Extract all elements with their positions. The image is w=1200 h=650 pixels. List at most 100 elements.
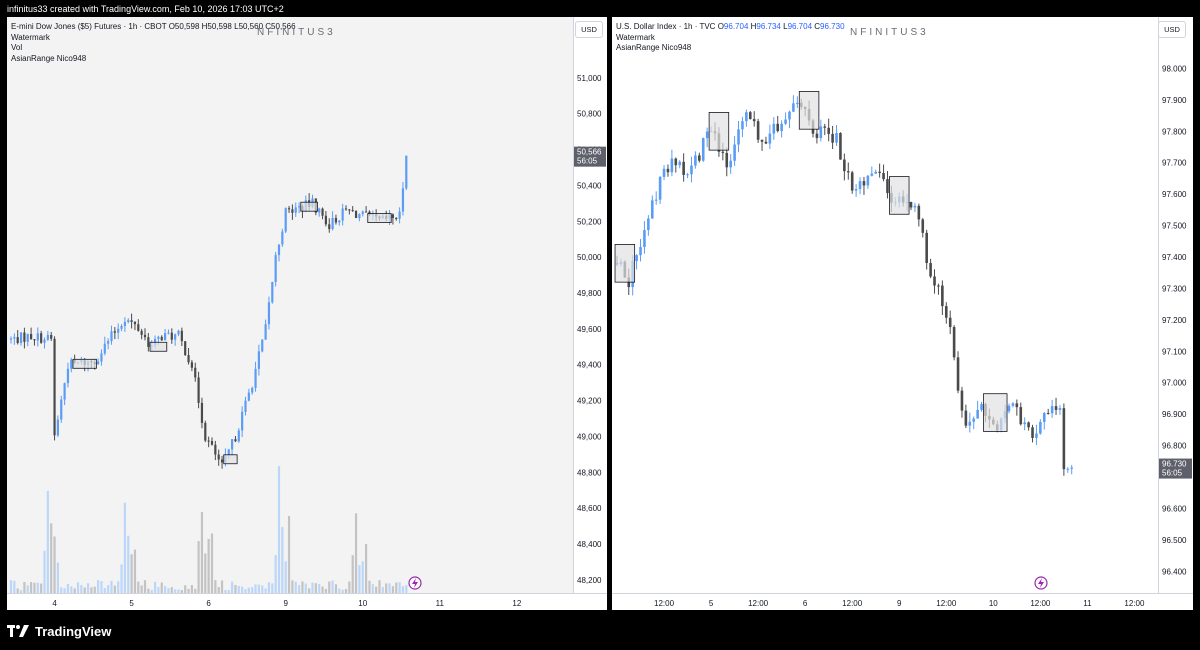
candle-body[interactable] [831, 133, 834, 143]
candle-body[interactable] [19, 332, 23, 343]
candle-body[interactable] [100, 353, 103, 362]
candle-body[interactable] [745, 112, 748, 122]
candle-body[interactable] [643, 230, 646, 248]
candle-body[interactable] [244, 400, 247, 412]
candle-body[interactable] [980, 404, 983, 410]
candle-body[interactable] [174, 334, 177, 340]
candle-body[interactable] [123, 321, 126, 327]
candle-body[interactable] [725, 152, 729, 168]
candle-body[interactable] [768, 133, 772, 144]
candle-body[interactable] [23, 332, 26, 342]
candle-body[interactable] [291, 209, 294, 213]
candle-body[interactable] [654, 199, 658, 201]
candle-body[interactable] [53, 338, 56, 436]
asian-range-box[interactable] [300, 201, 318, 212]
candle-body[interactable] [9, 338, 13, 340]
candle-body[interactable] [882, 172, 885, 180]
candle-body[interactable] [143, 334, 147, 338]
candle-body[interactable] [16, 337, 19, 343]
candle-body[interactable] [788, 111, 791, 120]
candle-body[interactable] [780, 123, 783, 132]
candle-body[interactable] [819, 126, 823, 139]
candle-body[interactable] [328, 224, 331, 230]
candle-body[interactable] [721, 151, 725, 153]
chart-panel-dow[interactable]: 51,00050,80050,60050,40050,20050,00049,8… [7, 17, 607, 610]
candle-body[interactable] [164, 333, 167, 341]
candle-body[interactable] [662, 168, 666, 177]
candle-body[interactable] [264, 324, 267, 340]
asian-range-box[interactable] [223, 454, 238, 465]
candle-body[interactable] [113, 331, 116, 333]
candle-body[interactable] [197, 377, 200, 403]
candle-body[interactable] [50, 334, 53, 339]
candle-body[interactable] [650, 200, 654, 219]
asian-range-box[interactable] [149, 341, 168, 352]
candle-body[interactable] [334, 217, 338, 223]
candle-body[interactable] [925, 232, 928, 264]
candle-body[interactable] [200, 402, 204, 423]
symbol-title[interactable]: U.S. Dollar Index · 1h · TVC [616, 22, 716, 31]
candle-body[interactable] [1031, 427, 1034, 438]
candle-body[interactable] [968, 421, 972, 426]
candle-body[interactable] [733, 144, 736, 161]
candle-body[interactable] [760, 139, 764, 142]
candle-body[interactable] [26, 334, 29, 342]
candle-body[interactable] [281, 231, 284, 245]
candle-body[interactable] [127, 320, 130, 322]
candle-body[interactable] [1042, 412, 1046, 422]
candle-body[interactable] [678, 161, 682, 166]
candle-body[interactable] [117, 328, 120, 333]
candle-body[interactable] [737, 129, 740, 145]
asian-range-box[interactable] [614, 244, 636, 283]
candle-body[interactable] [796, 102, 799, 104]
currency-button[interactable]: USD [575, 21, 603, 38]
candle-body[interactable] [944, 306, 948, 318]
candle-body[interactable] [964, 410, 968, 426]
candle-body[interactable] [698, 155, 701, 161]
candle-body[interactable] [917, 205, 921, 220]
candle-body[interactable] [1039, 421, 1042, 434]
candle-body[interactable] [682, 161, 685, 175]
candle-body[interactable] [929, 263, 932, 277]
candle-body[interactable] [368, 211, 371, 215]
candle-body[interactable] [103, 343, 106, 354]
candle-body[interactable] [251, 387, 254, 393]
candle-body[interactable] [271, 282, 274, 303]
candle-body[interactable] [784, 119, 787, 124]
candle-body[interactable] [635, 255, 638, 261]
candle-body[interactable] [843, 159, 846, 172]
symbol-title[interactable]: E-mini Dow Jones ($5) Futures · 1h · CBO… [11, 22, 167, 31]
candle-body[interactable] [1015, 403, 1019, 408]
candle-body[interactable] [257, 351, 260, 369]
candle-body[interactable] [741, 121, 744, 130]
candle-body[interactable] [43, 339, 46, 343]
candle-body[interactable] [937, 285, 940, 287]
candle-body[interactable] [160, 336, 163, 341]
candle-body[interactable] [921, 219, 925, 233]
candle-body[interactable] [694, 155, 697, 166]
candle-body[interactable] [1070, 467, 1074, 469]
candle-body[interactable] [237, 430, 240, 442]
candle-body[interactable] [110, 331, 113, 342]
candle-body[interactable] [107, 341, 110, 344]
candle-body[interactable] [874, 171, 878, 174]
candle-body[interactable] [956, 357, 960, 391]
candle-body[interactable] [976, 409, 979, 419]
candle-body[interactable] [267, 302, 271, 325]
candle-body[interactable] [207, 440, 210, 442]
candle-body[interactable] [391, 214, 394, 218]
candle-body[interactable] [214, 444, 217, 455]
candle-body[interactable] [227, 449, 230, 455]
candle-body[interactable] [167, 332, 170, 334]
asian-range-box[interactable] [72, 358, 97, 369]
candle-body[interactable] [133, 321, 137, 325]
candle-body[interactable] [639, 247, 642, 256]
candle-body[interactable] [941, 285, 944, 307]
candle-body[interactable] [405, 155, 408, 189]
candle-body[interactable] [866, 175, 870, 186]
candle-body[interactable] [210, 441, 214, 445]
candle-body[interactable] [690, 165, 693, 175]
candle-body[interactable] [1066, 468, 1070, 470]
candle-body[interactable] [318, 208, 321, 213]
candle-body[interactable] [274, 255, 277, 283]
